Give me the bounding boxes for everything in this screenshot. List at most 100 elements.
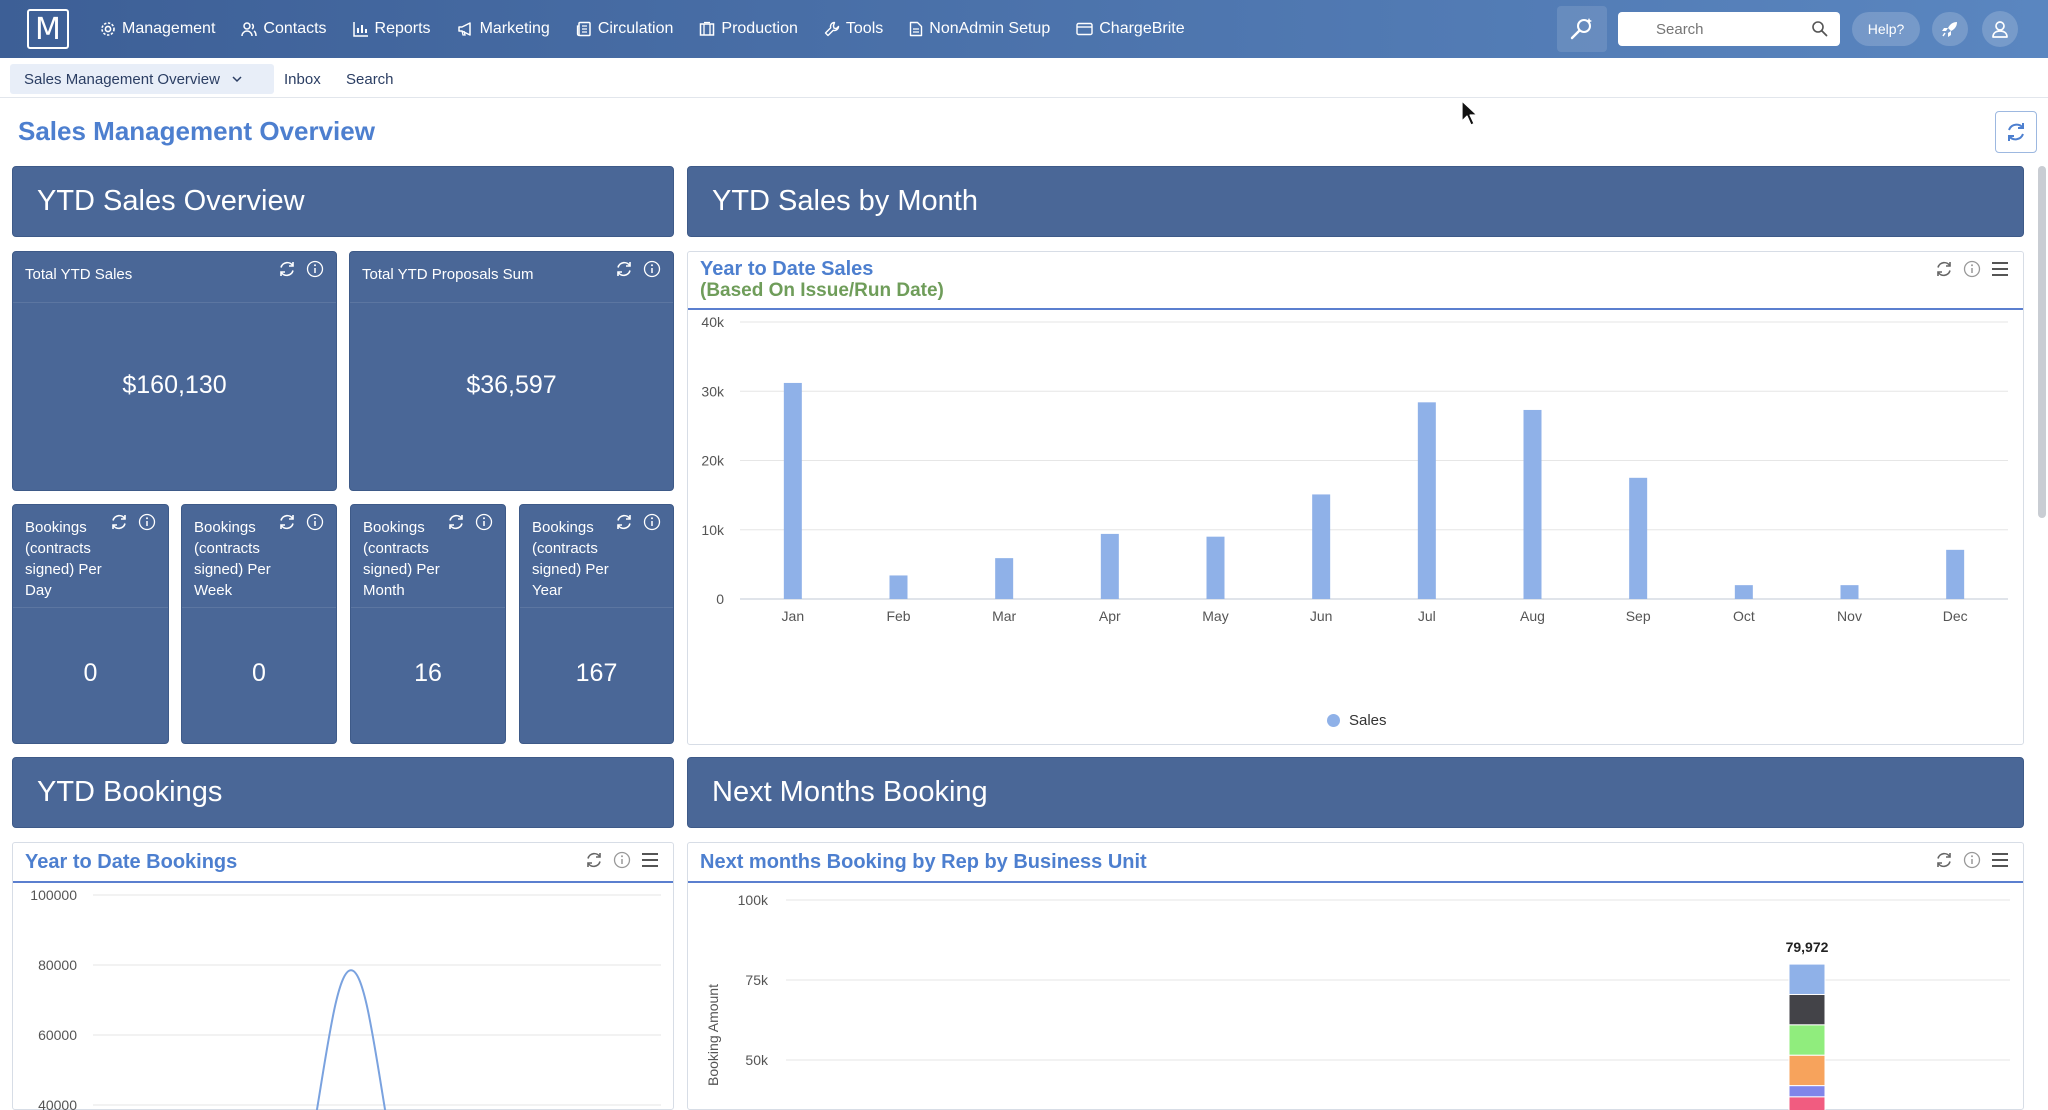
y-tick-label: 75k <box>745 972 769 988</box>
section-ytd-sales-by-month: YTD Sales by Month <box>687 166 2024 237</box>
y-tick-label: 80000 <box>38 957 77 973</box>
panel-title: Year to Date Bookings <box>25 851 238 873</box>
user-menu-button[interactable] <box>1982 11 2018 47</box>
refresh-icon[interactable] <box>437 513 465 531</box>
help-button[interactable]: Help? <box>1852 12 1920 46</box>
info-icon[interactable] <box>1953 260 1981 278</box>
kpi-bookings-per-year: Bookings (contracts signed) Per Year 167 <box>519 504 674 744</box>
kpi-bookings-per-month: Bookings (contracts signed) Per Month 16 <box>350 504 506 744</box>
section-next-months-booking: Next Months Booking <box>687 757 2024 828</box>
quick-tool-button[interactable] <box>1557 6 1607 52</box>
stack-segment <box>1788 1024 1826 1056</box>
kpi-label: Bookings (contracts signed) Per Week <box>194 519 271 599</box>
refresh-icon[interactable] <box>1925 851 1953 869</box>
page-scrollbar[interactable] <box>2038 166 2046 518</box>
refresh-icon <box>2004 120 2028 144</box>
y-tick-label: 20k <box>701 453 725 469</box>
nav-contacts[interactable]: Contacts <box>241 20 327 38</box>
x-tick-label: Nov <box>1837 608 1862 624</box>
nav-label: Contacts <box>263 20 327 37</box>
nav-label: Production <box>721 20 798 37</box>
bar-feb <box>889 575 908 599</box>
nav-reports[interactable]: Reports <box>352 20 431 38</box>
y-tick-label: 100k <box>738 892 769 908</box>
bar-aug <box>1523 409 1542 599</box>
info-icon[interactable] <box>465 513 493 531</box>
tab-inbox[interactable]: Inbox <box>284 70 321 88</box>
bar-oct <box>1734 585 1753 599</box>
refresh-icon[interactable] <box>100 513 128 531</box>
hamburger-menu-icon[interactable] <box>1981 852 2009 868</box>
hamburger-menu-icon[interactable] <box>1981 261 2009 277</box>
y-tick-label: 10k <box>701 522 725 538</box>
info-icon[interactable] <box>1953 851 1981 869</box>
refresh-icon[interactable] <box>1925 260 1953 278</box>
ytd-bookings-line-chart: 40000 60000 80000 100000 <box>30 887 661 1110</box>
bar-jan <box>783 382 802 599</box>
x-tick-label: Feb <box>886 608 910 624</box>
kpi-label: Bookings (contracts signed) Per Day <box>25 519 102 599</box>
user-icon <box>1990 19 2010 39</box>
kpi-value: $36,597 <box>466 371 557 399</box>
bar-dec <box>1946 549 1965 599</box>
info-icon[interactable] <box>633 260 661 278</box>
kpi-bookings-per-day: Bookings (contracts signed) Per Day 0 <box>12 504 169 744</box>
search-input[interactable] <box>1656 20 1796 38</box>
y-tick-label: 30k <box>701 383 725 399</box>
info-icon[interactable] <box>603 851 631 869</box>
search-icon[interactable] <box>1811 20 1828 37</box>
document-icon <box>909 21 929 37</box>
nav-label: Marketing <box>479 20 550 37</box>
nav-chargebrite[interactable]: ChargeBrite <box>1076 20 1185 38</box>
tab-search[interactable]: Search <box>346 70 394 88</box>
x-tick-label: May <box>1202 608 1228 624</box>
nav-management[interactable]: Management <box>100 20 215 38</box>
kpi-label: Total YTD Proposals Sum <box>362 266 534 283</box>
refresh-icon[interactable] <box>268 513 296 531</box>
y-tick-label: 100000 <box>30 887 77 903</box>
top-nav: M Management Contacts Reports Marketing … <box>0 0 2048 58</box>
panel-title: Next months Booking by Rep by Business U… <box>700 851 1147 873</box>
chevron-down-icon[interactable] <box>220 75 242 83</box>
hamburger-menu-icon[interactable] <box>631 852 659 868</box>
tab-sales-management-overview[interactable]: Sales Management Overview <box>10 64 274 94</box>
x-tick-label: Sep <box>1626 608 1651 624</box>
kpi-value: 16 <box>414 659 442 687</box>
chart-legend[interactable]: Sales <box>1327 712 1387 729</box>
nav-circulation[interactable]: Circulation <box>576 20 673 38</box>
refresh-dashboard-button[interactable] <box>1995 111 2037 153</box>
info-icon[interactable] <box>633 513 661 531</box>
card-icon <box>1076 22 1099 36</box>
bar-apr <box>1100 533 1119 599</box>
refresh-icon[interactable] <box>268 260 296 278</box>
nav-tools[interactable]: Tools <box>824 20 883 38</box>
info-icon[interactable] <box>296 260 324 278</box>
panel-ytd-sales: Year to Date Sales (Based On Issue/Run D… <box>687 251 2024 745</box>
kpi-label: Bookings (contracts signed) Per Year <box>532 519 609 599</box>
stack-total-label: 79,972 <box>1786 939 1829 955</box>
refresh-icon[interactable] <box>605 513 633 531</box>
y-tick-label: 40000 <box>38 1097 77 1110</box>
nav-nonadmin-setup[interactable]: NonAdmin Setup <box>909 20 1050 38</box>
stack-segment <box>1788 1085 1826 1098</box>
app-logo[interactable]: M <box>27 9 69 49</box>
y-axis-label: Booking Amount <box>705 984 721 1086</box>
megaphone-icon <box>457 21 480 37</box>
nav-label: Tools <box>845 20 884 37</box>
info-icon[interactable] <box>296 513 324 531</box>
x-tick-label: Oct <box>1733 608 1755 624</box>
global-search[interactable] <box>1618 12 1840 46</box>
stack-segment <box>1788 1054 1826 1087</box>
nav-production[interactable]: Production <box>699 20 798 38</box>
refresh-icon[interactable] <box>575 851 603 869</box>
nav-marketing[interactable]: Marketing <box>457 20 550 38</box>
x-tick-label: Apr <box>1099 608 1121 624</box>
announcements-button[interactable] <box>1932 12 1968 46</box>
refresh-icon[interactable] <box>605 260 633 278</box>
stack-segment <box>1788 1096 1826 1110</box>
ytd-sales-bar-chart: 0 10k 20k 30k 40k Jan Feb Mar Apr May Jun Jul Aug Sep… <box>701 314 2008 624</box>
y-tick-label: 40k <box>701 314 725 330</box>
y-tick-label: 60000 <box>38 1027 77 1043</box>
info-icon[interactable] <box>128 513 156 531</box>
y-tick-label: 50k <box>745 1052 769 1068</box>
